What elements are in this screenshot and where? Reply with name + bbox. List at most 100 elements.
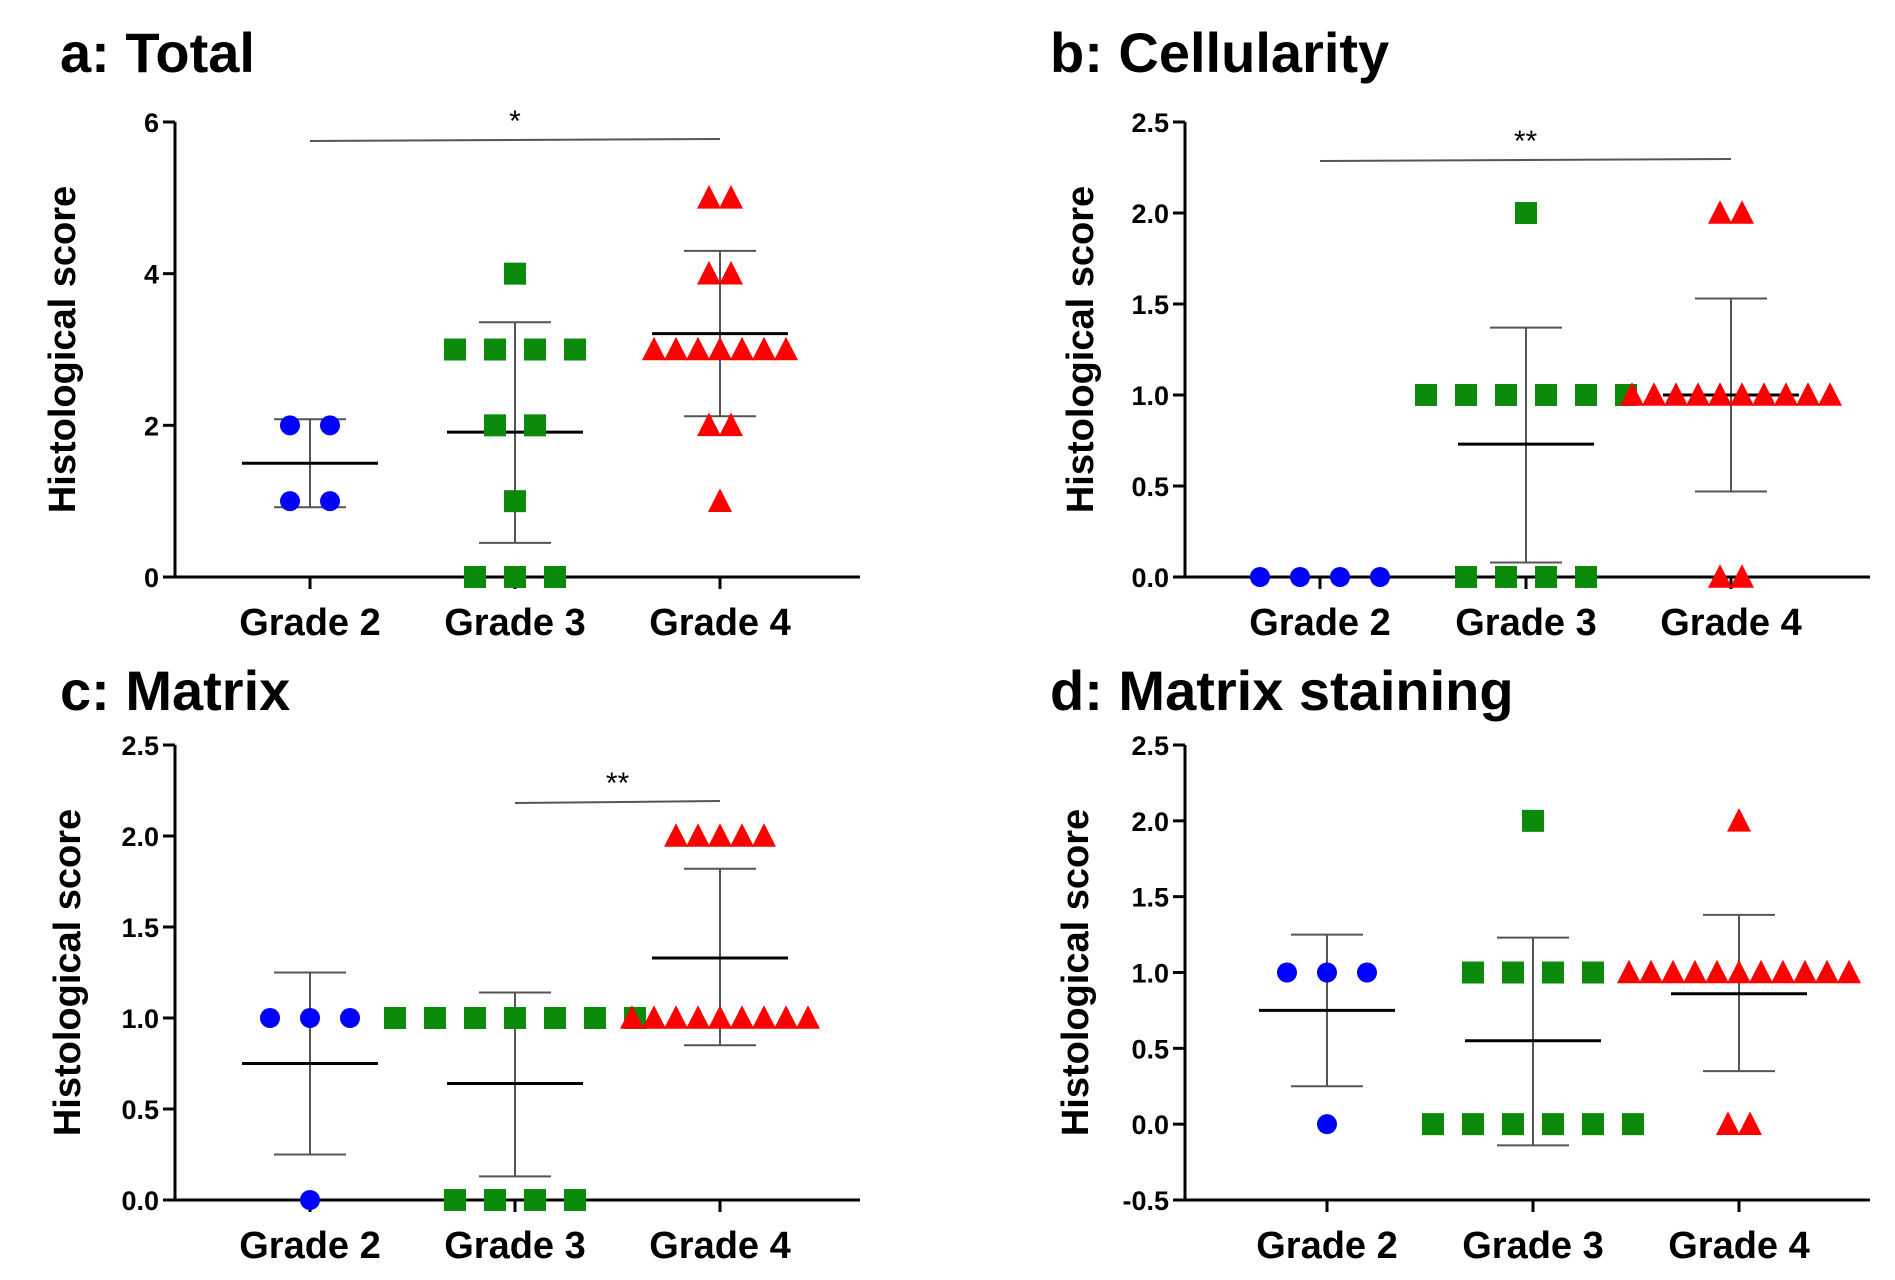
data-point	[1250, 567, 1270, 587]
data-point	[1622, 1113, 1644, 1136]
data-point	[1495, 384, 1517, 406]
x-tick-label: Grade 2	[239, 602, 381, 644]
data-point	[1535, 384, 1557, 406]
x-tick-label: Grade 3	[444, 1225, 586, 1267]
data-point	[1837, 959, 1861, 984]
data-point	[1542, 1113, 1564, 1136]
data-point	[444, 1189, 466, 1211]
y-axis-label: Histological score	[1055, 809, 1097, 1136]
data-point	[1522, 809, 1544, 832]
data-point	[730, 823, 754, 847]
data-point	[1774, 382, 1798, 406]
data-point	[1738, 1111, 1762, 1135]
data-point	[260, 1008, 280, 1028]
data-point	[1317, 1114, 1337, 1135]
data-point	[752, 1005, 776, 1029]
data-point	[1330, 567, 1350, 587]
data-point	[697, 185, 721, 209]
data-point	[1357, 962, 1377, 983]
y-axis-label: Histological score	[1060, 186, 1102, 513]
y-tick-label: 1.5	[1131, 883, 1169, 913]
y-tick-label: 2.0	[1131, 807, 1169, 837]
data-point	[719, 185, 743, 209]
data-point	[280, 415, 300, 436]
y-tick-label: 2.5	[1131, 731, 1169, 761]
data-point	[1727, 959, 1751, 984]
data-point	[1462, 961, 1484, 984]
data-point	[1730, 564, 1754, 588]
data-point	[424, 1007, 446, 1029]
data-point	[1661, 959, 1685, 984]
y-tick-label: 2	[144, 411, 159, 441]
data-point	[1515, 202, 1537, 224]
data-point	[584, 1007, 606, 1029]
data-point	[504, 490, 526, 513]
x-tick-label: Grade 3	[1462, 1225, 1604, 1267]
y-tick-label: 0.5	[1131, 1034, 1169, 1064]
data-point	[1277, 962, 1297, 983]
significance-line	[309, 138, 721, 142]
data-point	[1708, 200, 1732, 224]
x-tick-label: Grade 3	[1455, 602, 1597, 644]
data-point	[320, 415, 340, 436]
data-point	[620, 1005, 644, 1029]
data-point	[1462, 1113, 1484, 1136]
data-point	[1686, 382, 1710, 406]
data-point	[524, 1189, 546, 1211]
data-point	[1705, 959, 1729, 984]
data-point	[708, 823, 732, 847]
y-tick-label: 0.5	[1131, 472, 1169, 502]
chart-title: d: Matrix staining	[1050, 659, 1514, 722]
data-point	[1370, 567, 1390, 587]
x-tick-label: Grade 4	[1668, 1225, 1810, 1267]
data-point	[1716, 1111, 1740, 1135]
data-point	[504, 262, 526, 285]
data-point	[774, 336, 798, 361]
data-point	[697, 412, 721, 437]
y-tick-label: -0.5	[1122, 1186, 1169, 1216]
data-point	[484, 1189, 506, 1211]
data-point	[484, 414, 506, 437]
data-point	[300, 1190, 320, 1210]
data-point	[708, 336, 732, 361]
data-point	[1752, 382, 1776, 406]
data-point	[464, 1007, 486, 1029]
data-point	[320, 491, 340, 512]
data-point	[1730, 382, 1754, 406]
data-point	[1582, 961, 1604, 984]
data-point	[1793, 959, 1817, 984]
data-point	[708, 488, 732, 512]
data-point	[1796, 382, 1820, 406]
data-point	[719, 412, 743, 437]
data-point	[1415, 384, 1437, 406]
data-point	[1582, 1113, 1604, 1136]
x-tick-label: Grade 2	[1256, 1225, 1398, 1267]
chart-panel-0: a: Total Histological score 0 2 4 6 Grade 2 Gra…	[42, 21, 860, 644]
y-tick-label: 2.5	[1131, 108, 1169, 138]
data-point	[1575, 566, 1597, 588]
data-point	[384, 1007, 406, 1029]
data-point	[340, 1008, 360, 1028]
data-point	[504, 1007, 526, 1029]
y-axis-label: Histological score	[47, 809, 89, 1136]
data-point	[686, 1005, 710, 1029]
data-point	[1455, 566, 1477, 588]
y-tick-label: 1.5	[121, 913, 159, 943]
x-tick-label: Grade 2	[239, 1225, 381, 1267]
y-tick-label: 2.0	[1131, 199, 1169, 229]
data-point	[719, 260, 743, 285]
data-point	[1495, 566, 1517, 588]
x-tick-label: Grade 4	[649, 1225, 791, 1267]
y-tick-label: 4	[144, 260, 159, 290]
y-tick-label: 1.5	[1131, 290, 1169, 320]
data-point	[697, 260, 721, 285]
data-point	[300, 1008, 320, 1028]
y-tick-label: 0.0	[1131, 563, 1169, 593]
data-point	[642, 336, 666, 361]
data-point	[564, 338, 586, 361]
chart-title: a: Total	[60, 21, 255, 84]
y-axis-label: Histological score	[42, 186, 84, 513]
significance-line	[1319, 158, 1732, 162]
data-point	[544, 1007, 566, 1029]
data-point	[1683, 959, 1707, 984]
